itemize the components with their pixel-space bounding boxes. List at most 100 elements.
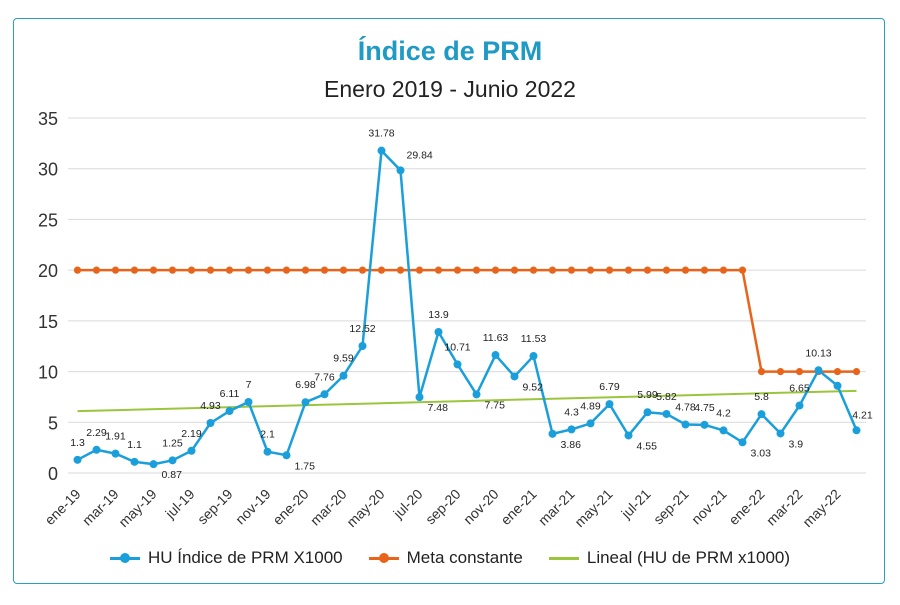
x-tick-label: sep-20 [422,486,464,528]
data-label: 29.84 [407,149,433,161]
hu-point [149,460,158,469]
hu-point [206,418,215,427]
meta-point [339,266,348,274]
hu-point [225,407,234,416]
x-tick-label: jul-21 [617,486,653,522]
data-label: 31.78 [368,128,394,140]
x-tick-label: nov-20 [460,486,502,528]
meta-point [757,367,766,376]
hu-point [434,328,443,337]
data-label: 1.3 [70,437,85,449]
hu-point [681,420,690,429]
data-label: 5.8 [754,391,769,403]
hu-point [491,351,500,360]
x-tick-label: nov-19 [232,486,274,528]
data-label: 13.9 [428,309,449,321]
meta-point [605,266,614,274]
meta-point [263,266,272,274]
y-tick-label: 25 [38,210,58,230]
chart-subtitle: Enero 2019 - Junio 2022 [324,76,576,102]
meta-point [662,266,671,274]
hu-point [795,401,804,410]
x-tick-label: mar-20 [307,486,350,529]
data-label: 1.91 [105,431,126,443]
y-tick-label: 20 [38,261,58,281]
y-tick-label: 15 [38,312,58,332]
legend-item-hu[interactable]: HU Índice de PRM X1000 [109,548,343,568]
data-label: 9.59 [333,353,354,365]
meta-point [586,266,595,274]
legend-item-lineal[interactable]: Lineal (HU de PRM x1000) [548,548,791,568]
data-label: 4.3 [564,406,579,418]
meta-point [320,266,329,274]
hu-point [472,390,481,399]
hu-point [776,429,785,438]
hu-point [757,410,766,419]
hu-point [453,360,462,369]
meta-point [111,266,120,274]
data-label: 7.76 [314,371,335,383]
hu-point [320,390,329,399]
x-tick-label: jul-20 [389,486,425,522]
chart-title: Índice de PRM [357,36,543,66]
legend-swatch-hu [109,551,140,565]
chart-frame [13,18,885,584]
hu-point [700,420,709,429]
meta-point [510,266,519,274]
hu-point [263,447,272,456]
meta-point [168,266,177,274]
x-tick-label: mar-22 [763,486,806,529]
meta-point [434,266,443,274]
hu-point [510,372,519,381]
meta-point [833,367,842,376]
meta-point [491,266,500,274]
chart-legend: HU Índice de PRM X1000 Meta constante Li… [0,546,900,570]
meta-point [206,266,215,274]
hu-point [111,449,120,458]
hu-point [301,398,310,407]
legend-label-meta: Meta constante [406,548,523,567]
meta-point [700,266,709,274]
hu-point [92,445,101,454]
meta-point [92,266,101,274]
data-label: 2.1 [260,429,275,441]
hu-point [168,456,177,465]
hu-point [73,455,82,464]
meta-point [567,266,576,274]
hu-point [643,408,652,417]
meta-point [529,266,538,274]
data-label: 5.82 [656,391,677,403]
meta-point [415,266,424,274]
legend-label-lineal: Lineal (HU de PRM x1000) [586,548,791,567]
x-tick-label: may-21 [571,486,615,530]
x-tick-label: nov-21 [688,486,730,528]
data-label: 6.79 [599,381,620,393]
data-label: 1.25 [162,437,183,449]
hu-point [586,419,595,428]
data-label: 7.48 [428,402,449,414]
y-tick-label: 30 [38,160,58,180]
data-label: 9.52 [523,381,544,393]
hu-point [662,409,671,418]
data-label: 4.2 [716,407,731,419]
legend-item-meta[interactable]: Meta constante [368,548,523,568]
hu-point [567,425,576,434]
meta-point [738,266,747,274]
hu-point [415,393,424,402]
meta-point [149,266,158,274]
hu-point [244,398,253,406]
data-label: 1.1 [127,439,142,451]
meta-point [358,266,367,274]
data-label: 11.63 [483,332,509,344]
data-label: 11.53 [521,333,547,345]
hu-point [852,426,861,435]
hu-point [833,381,842,390]
data-label: 4.93 [200,400,221,412]
series-line-hu [76,147,858,466]
meta-point [852,367,861,376]
meta-point [396,266,405,274]
meta-point [624,266,633,274]
meta-point [795,367,804,376]
meta-point [681,266,690,274]
